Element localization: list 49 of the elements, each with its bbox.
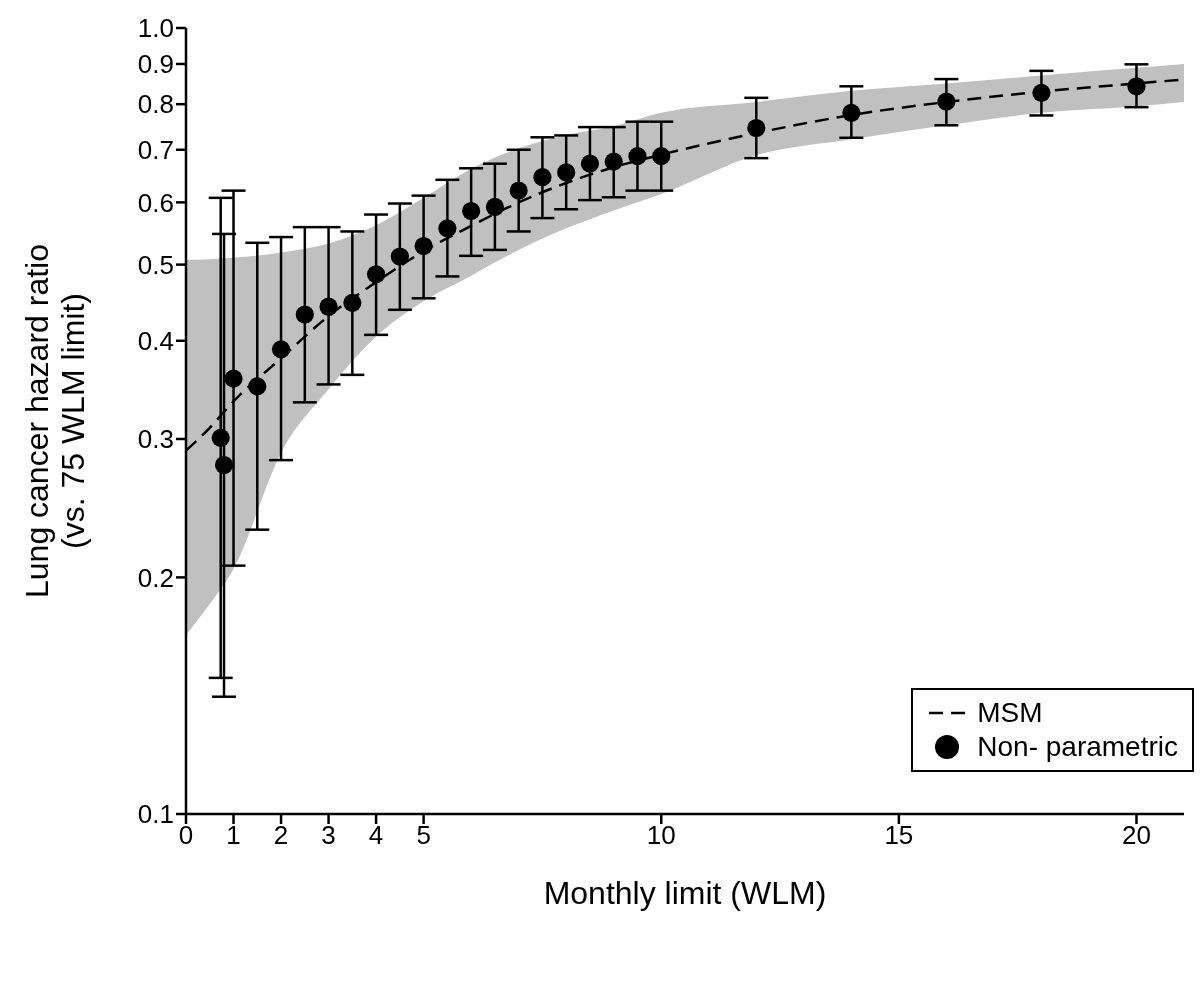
point xyxy=(1127,77,1146,96)
x-tick-label: 2 xyxy=(273,820,289,851)
y-tick-label: 0.9 xyxy=(137,49,174,80)
point xyxy=(580,154,600,173)
x-tick-label: 0 xyxy=(178,820,194,851)
point xyxy=(390,247,409,266)
point xyxy=(628,147,647,166)
point xyxy=(485,197,504,217)
x-tick-label: 4 xyxy=(368,820,384,851)
point xyxy=(509,181,528,200)
point xyxy=(557,163,576,182)
point xyxy=(414,236,433,256)
point xyxy=(343,293,362,312)
y-tick-label: 0.6 xyxy=(137,187,174,218)
point xyxy=(1032,83,1051,102)
y-axis-title: Lung cancer hazard ratio (vs. 75 WLM limit) xyxy=(19,244,91,598)
x-tick-label: 5 xyxy=(416,820,431,851)
point xyxy=(211,428,230,447)
point xyxy=(842,103,861,122)
x-tick-label: 1 xyxy=(226,820,241,851)
y-tick-label: 0.7 xyxy=(137,134,174,165)
point xyxy=(367,265,386,284)
y-tick-label: 0.8 xyxy=(137,89,174,120)
point xyxy=(533,168,552,187)
point xyxy=(462,201,481,221)
x-tick-label: 20 xyxy=(1122,820,1151,851)
y-tick-label: 1.0 xyxy=(137,13,174,44)
x-axis-title: Monthly limit (WLM) xyxy=(543,875,827,911)
point xyxy=(248,377,267,396)
y-tick-label: 0.3 xyxy=(137,424,174,455)
point xyxy=(652,147,671,166)
y-tick-label: 0.5 xyxy=(137,249,174,280)
point xyxy=(747,118,766,138)
point xyxy=(937,92,956,111)
legend-label: MSM xyxy=(977,696,1043,730)
point xyxy=(604,152,623,171)
point xyxy=(224,369,243,388)
y-tick-label: 0.2 xyxy=(137,562,174,593)
point xyxy=(271,340,291,359)
point xyxy=(438,219,457,238)
point xyxy=(319,297,338,316)
point xyxy=(295,305,314,324)
point xyxy=(214,455,234,475)
y-tick-label: 0.4 xyxy=(137,326,174,357)
x-tick-label: 10 xyxy=(646,820,676,851)
x-tick-label: 3 xyxy=(321,820,336,851)
y-tick-label: 0.1 xyxy=(137,799,174,830)
legend-label: Non- parametric xyxy=(977,730,1178,764)
x-tick-label: 15 xyxy=(884,820,914,851)
